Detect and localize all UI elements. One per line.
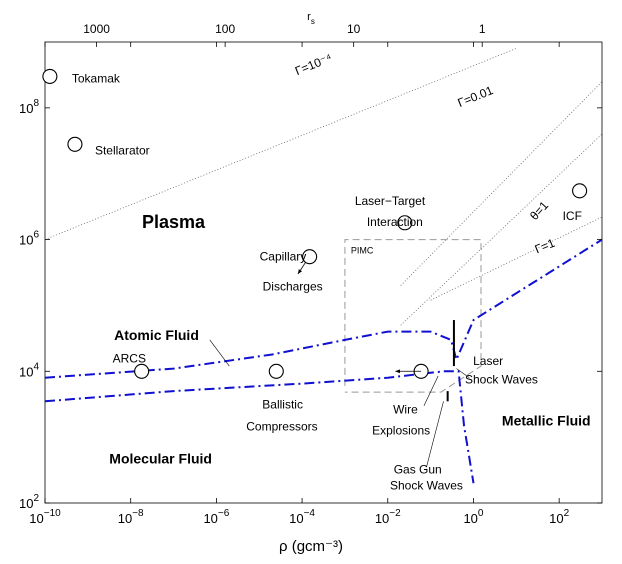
experiment-label: Stellarator bbox=[95, 143, 150, 157]
experiment-label: Compressors bbox=[246, 419, 317, 433]
coupling-label: Γ=0.01 bbox=[456, 83, 496, 110]
coupling-line bbox=[400, 81, 603, 286]
gas-gun-label: Gas Gun bbox=[394, 463, 442, 477]
experiment-label: Tokamak bbox=[72, 71, 121, 85]
region-label: Atomic Fluid bbox=[114, 327, 199, 343]
leader-line bbox=[423, 375, 439, 406]
gas-gun-label-2: Shock Waves bbox=[390, 479, 463, 493]
experiment-marker bbox=[397, 215, 413, 231]
y-tick-label: 106 bbox=[19, 230, 39, 248]
coupling-label: Γ=10⁻⁴ bbox=[293, 51, 334, 78]
axes: 10−10 10−8 10−6 10−4 10−2 100 102 102 104 106 108 1… bbox=[19, 11, 602, 555]
laser-shock-label: Laser bbox=[473, 354, 503, 368]
phase-boundary-line bbox=[44, 370, 475, 484]
x-tick-label: 10−6 bbox=[203, 508, 229, 526]
x-tick-label: 10−2 bbox=[375, 508, 401, 526]
leader-line bbox=[456, 368, 470, 378]
experiment-label: Wire bbox=[393, 402, 418, 416]
leader-line bbox=[426, 401, 444, 468]
wire-arrow-head bbox=[395, 369, 400, 374]
experiment-marker bbox=[302, 249, 318, 265]
laser-shock-label-2: Shock Waves bbox=[465, 373, 538, 387]
experiment-marker bbox=[134, 363, 150, 379]
region-label: Molecular Fluid bbox=[109, 450, 212, 466]
x-tick-label: 100 bbox=[463, 508, 483, 526]
experiment-label: Explosions bbox=[372, 423, 430, 437]
top-tick-label: 1000 bbox=[83, 22, 110, 36]
phase-boundary-line bbox=[44, 238, 603, 379]
pimc-box bbox=[344, 239, 482, 393]
experiment-label: ICF bbox=[563, 209, 582, 223]
coupling-line bbox=[44, 48, 517, 240]
plot-frame bbox=[44, 41, 603, 504]
experiment-marker bbox=[268, 363, 284, 379]
region-label: Metallic Fluid bbox=[502, 413, 591, 429]
x-tick-label: 10−4 bbox=[289, 508, 315, 526]
experiment-marker bbox=[572, 183, 588, 199]
pimc-label: PIMC bbox=[351, 246, 374, 256]
pimc-region: PIMC bbox=[344, 239, 482, 393]
top-tick-label: 100 bbox=[215, 22, 235, 36]
experiment-label: Interaction bbox=[367, 215, 423, 229]
x-tick-label: 10−8 bbox=[118, 508, 144, 526]
experiment-marker bbox=[42, 68, 58, 84]
experiment-marker bbox=[67, 136, 83, 152]
coupling-label: Γ=1 bbox=[533, 236, 557, 257]
coupling-lines: Γ=10⁻⁴ Γ=0.01 θ=1 Γ=1 bbox=[44, 48, 603, 326]
y-tick-label: 104 bbox=[19, 361, 39, 379]
coupling-line bbox=[400, 133, 603, 326]
experiment-label: Laser−Target bbox=[355, 194, 426, 208]
top-tick-label: 1 bbox=[479, 22, 486, 36]
experiment-label: Capillary bbox=[260, 250, 307, 264]
leader-line bbox=[209, 339, 230, 367]
x-tick-label: 10−10 bbox=[29, 508, 61, 526]
experiment-label: Discharges bbox=[263, 280, 323, 294]
capillary-arrow-head bbox=[297, 269, 303, 275]
phase-boundaries bbox=[44, 238, 603, 484]
x-tick-label: 102 bbox=[549, 508, 569, 526]
top-tick-label: 10 bbox=[347, 22, 361, 36]
experiment-label: Ballistic bbox=[262, 397, 303, 411]
y-tick-label: 108 bbox=[19, 98, 39, 116]
region-label: Plasma bbox=[142, 212, 206, 232]
coupling-label: θ=1 bbox=[527, 198, 551, 223]
annotations: Tokamak Stellarator Laser−Target Interactio… bbox=[72, 71, 591, 492]
y-tick-label: 102 bbox=[19, 493, 39, 511]
experiment-label: ARCS bbox=[113, 351, 146, 365]
top-axis-label: rs bbox=[307, 11, 315, 26]
coupling-line bbox=[430, 216, 603, 301]
x-axis-label: ρ (gcm⁻³) bbox=[279, 538, 343, 555]
